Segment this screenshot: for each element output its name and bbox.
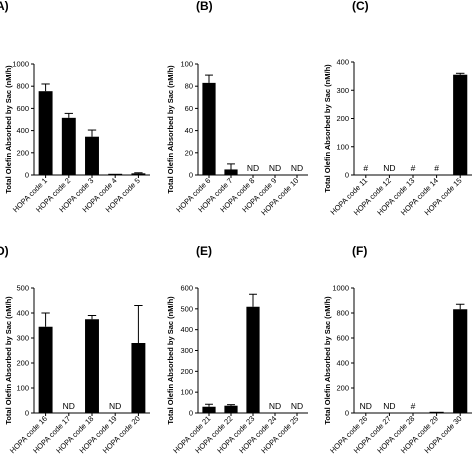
y-tick-label: 40 (185, 126, 193, 135)
bar-annotation: ND (291, 163, 303, 173)
y-tick-label: 200 (16, 148, 29, 157)
y-tick-label: 500 (180, 304, 193, 313)
y-tick-label: 0 (25, 409, 29, 418)
bar-1 (202, 406, 216, 413)
y-tick-label: 400 (336, 359, 349, 368)
y-tick-label: 0 (189, 171, 193, 180)
y-tick-label: 0 (345, 171, 349, 180)
panel-label: (F) (352, 244, 367, 258)
bar-annotation: ND (291, 401, 303, 411)
y-tick-label: 500 (16, 284, 29, 293)
bar-annotation: ND (269, 401, 281, 411)
bar-5 (453, 309, 468, 413)
bar-3 (85, 136, 99, 175)
y-tick-label: 1000 (12, 60, 29, 69)
y-tick-label: 300 (16, 334, 29, 343)
bar-1 (202, 82, 216, 175)
panel-label: (A) (0, 0, 9, 13)
y-tick-label: 800 (336, 309, 349, 318)
y-tick-label: 400 (16, 309, 29, 318)
y-tick-label: 800 (16, 82, 29, 91)
y-tick-label: 400 (180, 325, 193, 334)
bar-2 (61, 117, 76, 175)
chart-panel-2: (B) Total Olefin Absorbed by Sac (nM/h) 0 2… (166, 0, 308, 217)
y-tick-label: 100 (180, 60, 193, 69)
y-axis-label: Total Olefin Absorbed by Sac (nM/h) (166, 296, 175, 425)
y-tick-label: 20 (185, 148, 193, 157)
chart-panel-6: (F) Total Olefin Absorbed by Sac (nM/h) 0 2… (323, 244, 472, 455)
y-tick-label: 1000 (332, 284, 349, 293)
bar-annotation: ND (247, 163, 259, 173)
bar-1 (38, 91, 53, 175)
bar-annotation: # (434, 163, 439, 173)
y-tick-label: 400 (16, 126, 29, 135)
y-tick-label: 300 (336, 86, 349, 95)
y-tick-label: 100 (16, 384, 29, 393)
bar-4 (108, 173, 123, 175)
panel-label: (B) (196, 0, 213, 13)
y-tick-label: 100 (336, 142, 349, 151)
chart-panel-5: (E) Total Olefin Absorbed by Sac (nM/h) 0 1… (166, 244, 308, 455)
y-tick-label: 60 (185, 104, 193, 113)
y-tick-label: 200 (336, 114, 349, 123)
panel-label: (C) (352, 0, 369, 13)
y-tick-label: 400 (336, 58, 349, 67)
y-tick-label: 600 (16, 104, 29, 113)
y-axis-label: Total Olefin Absorbed by Sac (nM/h) (4, 296, 13, 425)
y-axis-label: Total Olefin Absorbed by Sac (nM/h) (4, 65, 13, 194)
y-tick-label: 200 (16, 359, 29, 368)
bar-annotation: # (411, 163, 416, 173)
y-tick-label: 200 (180, 367, 193, 376)
chart-panel-4: (D) Total Olefin Absorbed by Sac (nM/h) 0 1… (0, 244, 150, 455)
bar-4 (429, 411, 444, 413)
y-tick-label: 0 (345, 409, 349, 418)
y-axis-label: Total Olefin Absorbed by Sac (nM/h) (323, 296, 332, 425)
bar-2 (224, 405, 238, 413)
panel-label: (E) (196, 244, 212, 258)
y-tick-label: 300 (180, 346, 193, 355)
y-axis-label: Total Olefin Absorbed by Sac (nM/h) (166, 65, 175, 194)
bar-annotation: ND (269, 163, 281, 173)
bar-annotation: ND (109, 401, 121, 411)
y-tick-label: 0 (25, 171, 29, 180)
bar-5 (453, 74, 468, 175)
panel-label: (D) (0, 244, 9, 258)
y-axis-label: Total Olefin Absorbed by Sac (nM/h) (323, 64, 332, 193)
y-tick-label: 80 (185, 82, 193, 91)
bar-annotation: # (363, 163, 368, 173)
bar-annotation: ND (383, 163, 395, 173)
chart-panel-1: (A) Total Olefin Absorbed by Sac (nM/h) 0 2… (0, 0, 150, 214)
bar-5 (131, 343, 146, 413)
chart-panel-3: (C) Total Olefin Absorbed by Sac (nM/h) 0 1… (323, 0, 472, 217)
y-tick-label: 600 (336, 334, 349, 343)
y-tick-label: 200 (336, 384, 349, 393)
bar-5 (131, 173, 146, 175)
bar-annotation: ND (63, 401, 75, 411)
y-tick-label: 100 (180, 388, 193, 397)
bar-3 (85, 319, 99, 413)
bar-annotation: ND (360, 401, 372, 411)
bar-2 (224, 169, 238, 175)
bar-annotation: ND (383, 401, 395, 411)
y-tick-label: 600 (180, 284, 193, 293)
bar-annotation: # (411, 401, 416, 411)
bar-1 (38, 326, 53, 413)
y-tick-label: 0 (189, 409, 193, 418)
bar-3 (246, 306, 260, 413)
